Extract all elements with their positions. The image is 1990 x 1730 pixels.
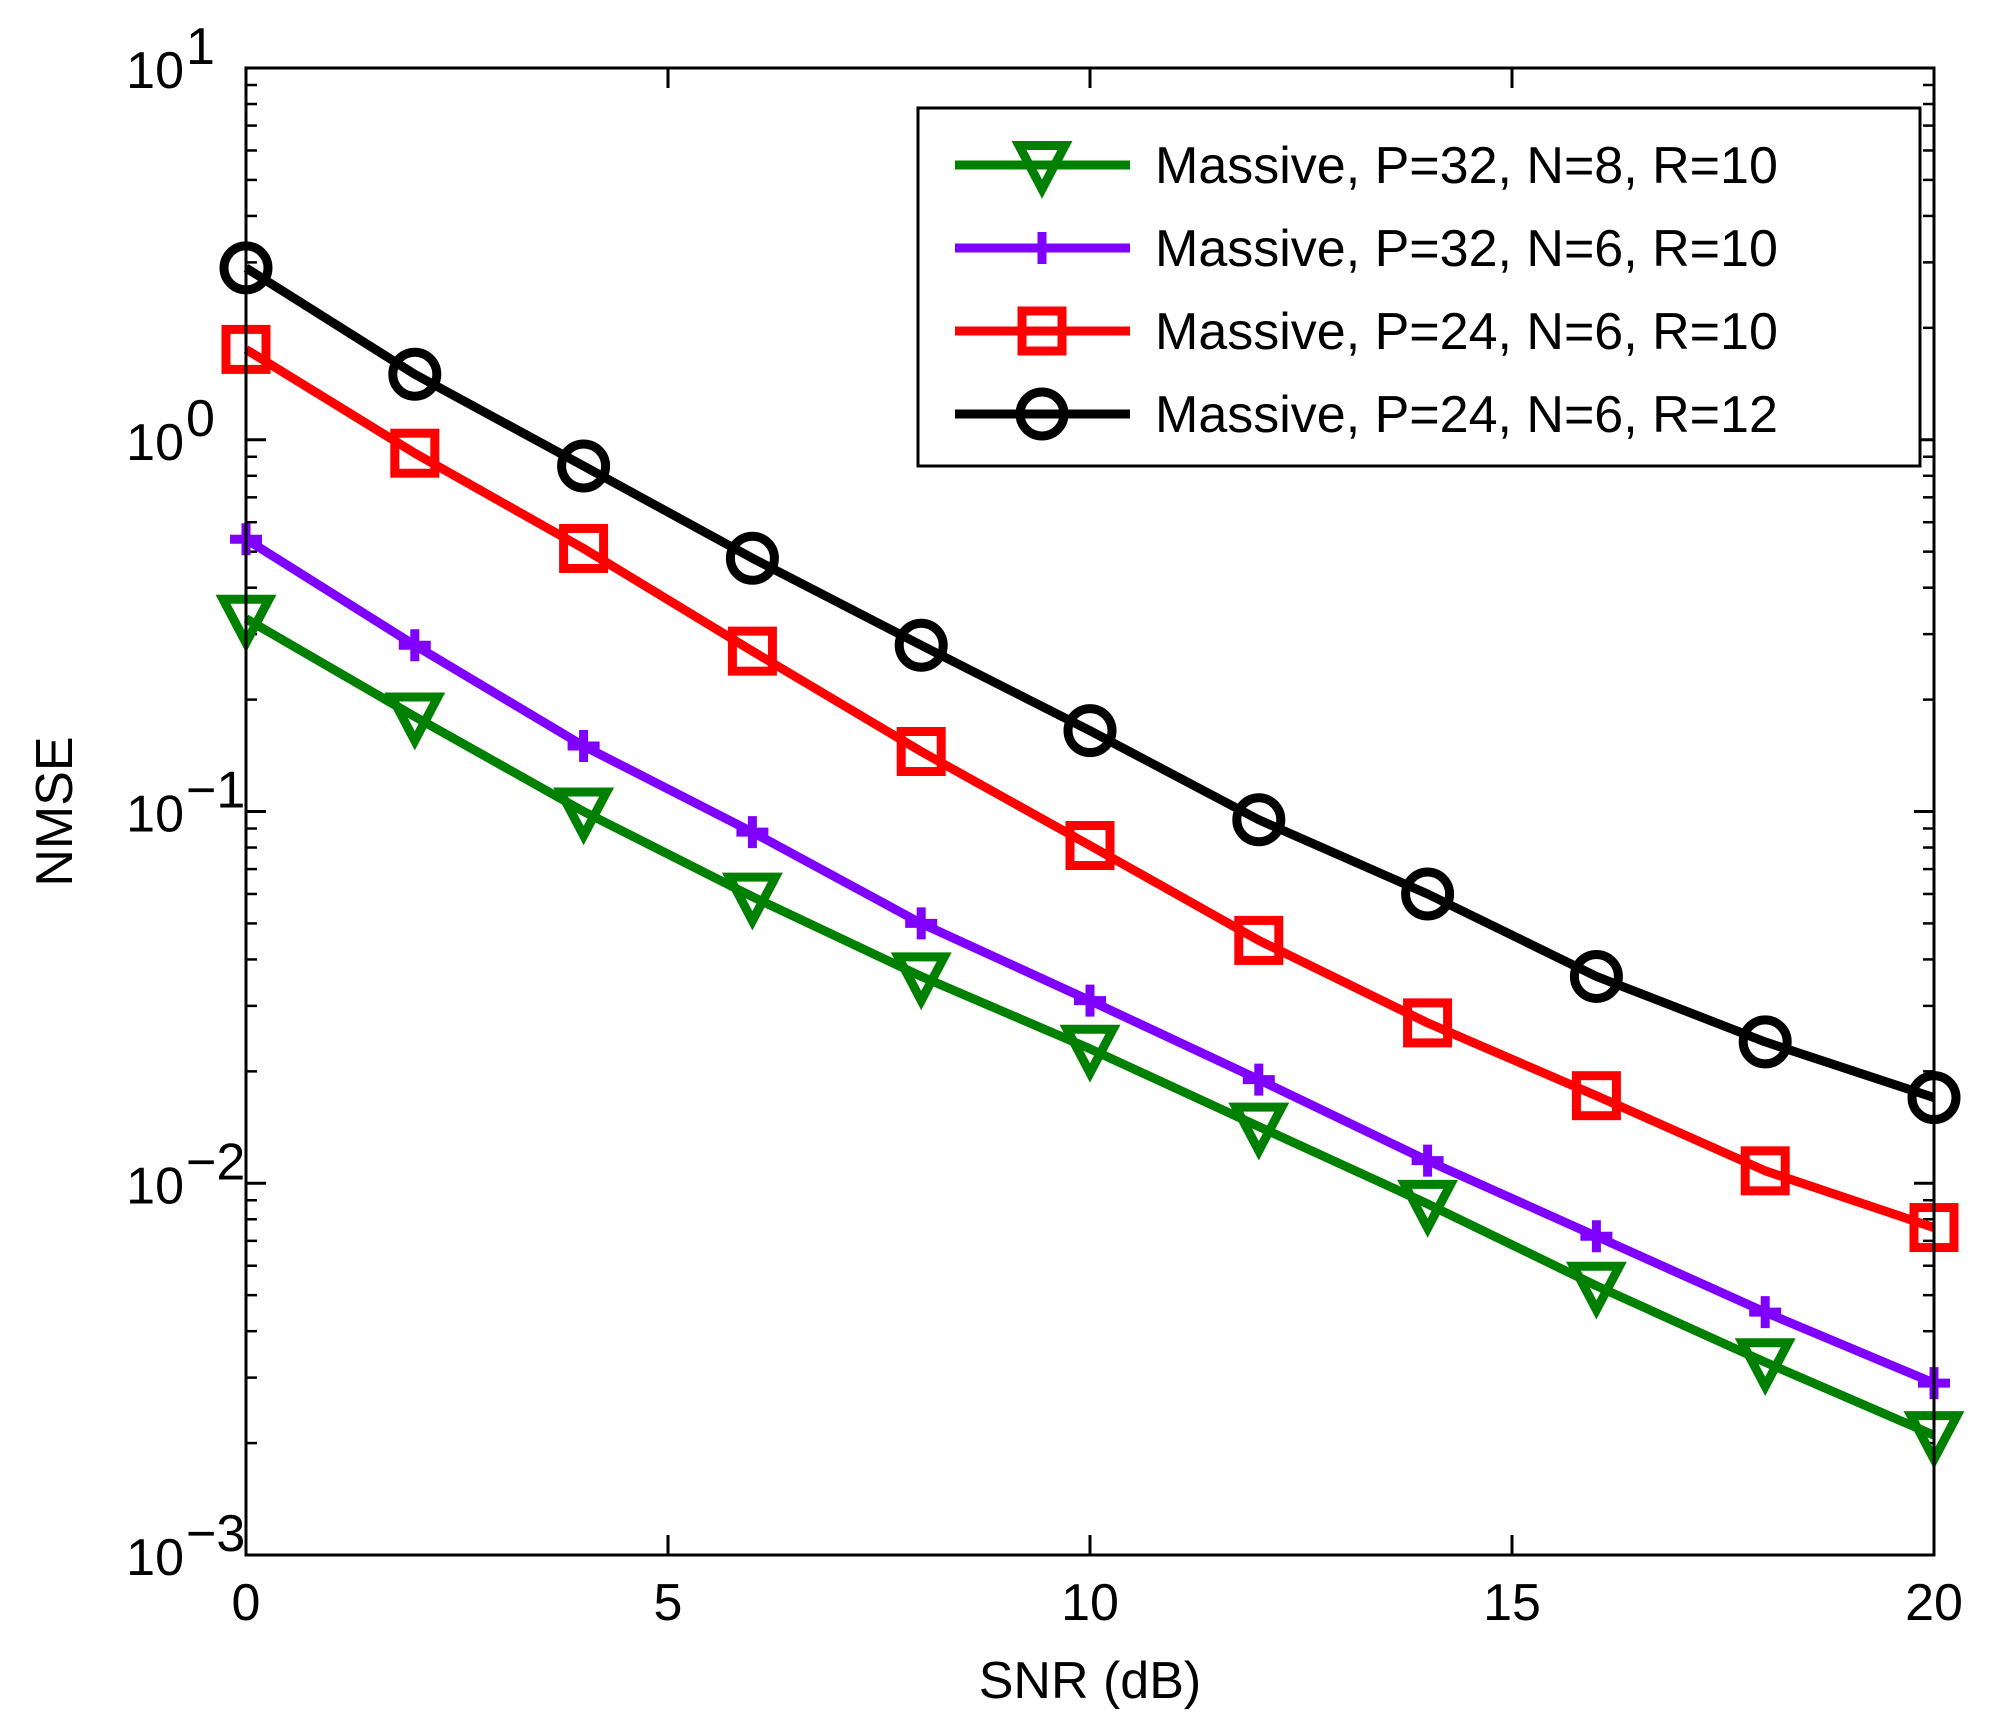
- data-point: [1403, 998, 1453, 1048]
- data-point: [390, 428, 440, 478]
- data-point: [553, 787, 615, 846]
- data-point: [721, 872, 783, 931]
- series-1: [215, 594, 1965, 1470]
- data-point: [894, 618, 948, 672]
- y-tick-base: 10: [126, 786, 184, 844]
- data-point: [1411, 1144, 1444, 1177]
- y-tick-base: 10: [126, 414, 184, 472]
- x-tick-label: 20: [1905, 1574, 1963, 1632]
- series-line: [243, 264, 1936, 1102]
- data-point: [1738, 1015, 1792, 1069]
- data-point: [905, 907, 938, 940]
- x-tick-label: 10: [1061, 1574, 1119, 1632]
- data-point: [1571, 1071, 1621, 1121]
- data-point: [1232, 793, 1286, 847]
- legend-entry: Massive, P=24, N=6, R=12: [955, 386, 1778, 444]
- y-tick-label: 10 1: [126, 18, 215, 100]
- data-point: [1059, 1024, 1121, 1083]
- legend-swatch-marker: [1026, 232, 1058, 264]
- legend-swatch-marker: [1017, 306, 1067, 356]
- y-tick-label: 10 −3: [126, 1505, 245, 1587]
- y-tick-exponent: 0: [186, 390, 215, 448]
- y-tick-exponent: 1: [186, 18, 215, 76]
- legend: Massive, P=32, N=8, R=10 Massive, P=32, N…: [916, 106, 1922, 468]
- data-point: [398, 629, 431, 662]
- data-point: [388, 347, 442, 401]
- y-tick-label: 10 −1: [126, 762, 245, 844]
- legend-swatch-marker: [1011, 140, 1073, 199]
- data-point: [1397, 1179, 1459, 1238]
- y-tick-base: 10: [126, 1157, 184, 1215]
- legend-entry: Massive, P=24, N=6, R=10: [955, 303, 1778, 361]
- series-layer: [215, 241, 1965, 1470]
- y-tick-base: 10: [126, 1529, 184, 1587]
- y-axis-title: NMSE: [26, 736, 84, 886]
- data-point: [559, 523, 609, 573]
- y-tick-exponent: −2: [186, 1133, 245, 1191]
- data-point: [1569, 949, 1623, 1003]
- data-point: [1063, 704, 1117, 758]
- data-point: [727, 626, 777, 676]
- data-point: [890, 952, 952, 1011]
- data-point: [1580, 1220, 1613, 1253]
- legend-entry: Massive, P=32, N=8, R=10: [955, 137, 1778, 199]
- data-point: [567, 730, 600, 763]
- x-tick-label: 15: [1483, 1574, 1541, 1632]
- series-2: [230, 523, 1950, 1400]
- y-tick-label: 10 −2: [126, 1133, 245, 1215]
- x-tick-label: 5: [654, 1574, 683, 1632]
- data-point: [1228, 1102, 1290, 1161]
- data-point: [1740, 1146, 1790, 1196]
- data-point: [896, 727, 946, 777]
- data-point: [1234, 915, 1284, 965]
- plot-frame: [244, 66, 1936, 1557]
- y-tick-exponent: −1: [186, 762, 245, 820]
- series-4: [219, 241, 1961, 1125]
- data-point: [557, 439, 611, 493]
- y-tick-label: 10 0: [126, 390, 215, 472]
- data-point: [1065, 821, 1115, 871]
- series-line: [243, 614, 1936, 1440]
- data-point: [1565, 1261, 1627, 1320]
- legend-label: Massive, P=32, N=8, R=10: [1155, 137, 1778, 195]
- data-point: [1401, 867, 1455, 921]
- data-point: [1074, 984, 1106, 1017]
- y-tick-exponent: −3: [186, 1505, 245, 1563]
- series-line: [243, 345, 1936, 1232]
- legend-label: Massive, P=32, N=6, R=10: [1155, 220, 1778, 278]
- legend-label: Massive, P=24, N=6, R=12: [1155, 386, 1778, 444]
- legend-label: Massive, P=24, N=6, R=10: [1155, 303, 1778, 361]
- data-point: [1242, 1063, 1275, 1096]
- legend-entry: Massive, P=32, N=6, R=10: [955, 220, 1778, 278]
- data-point: [1749, 1296, 1782, 1329]
- data-point: [736, 816, 769, 849]
- x-tick-label: 0: [232, 1574, 261, 1632]
- legend-swatch-marker: [1015, 387, 1069, 441]
- x-axis-title: SNR (dB): [979, 1652, 1201, 1710]
- y-tick-base: 10: [126, 42, 184, 100]
- x-tick-labels: 0 5 10 15 20: [232, 1574, 1963, 1632]
- data-point: [384, 692, 446, 751]
- data-point: [1734, 1338, 1796, 1397]
- data-point: [725, 531, 779, 585]
